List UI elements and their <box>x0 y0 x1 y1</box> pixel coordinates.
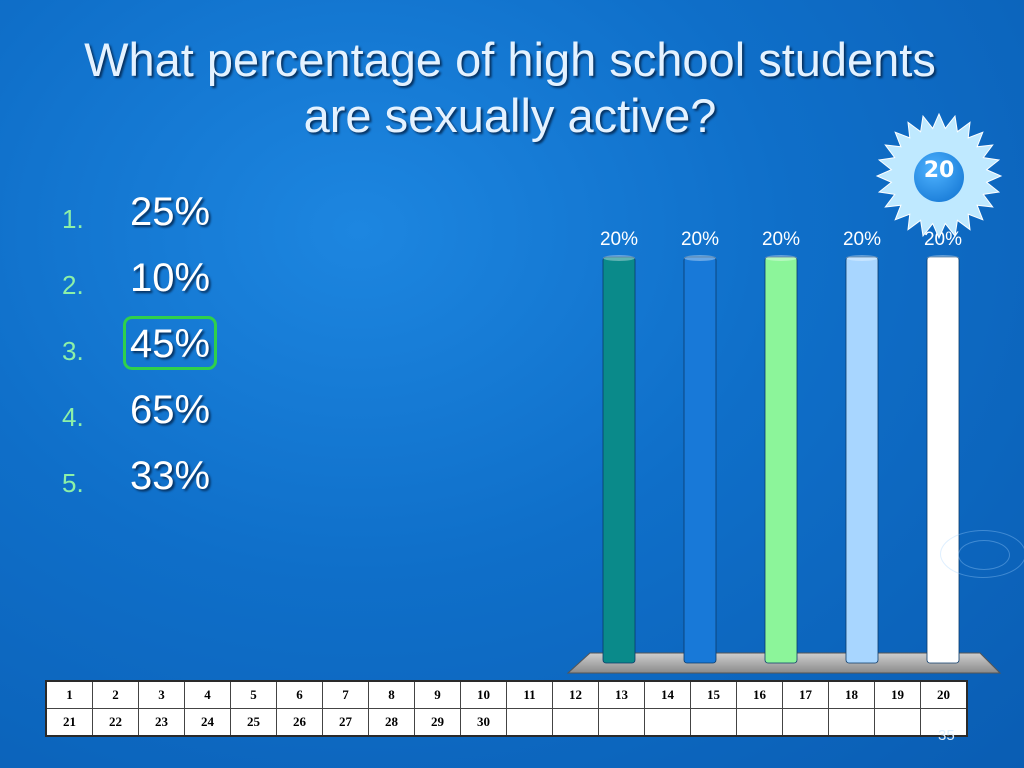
bar-value-label: 20% <box>681 229 719 250</box>
answer-text: 10% <box>130 256 211 300</box>
bar-cap-2 <box>684 255 716 261</box>
answer-number: 5. <box>62 468 84 498</box>
grid-cell: 22 <box>92 708 139 737</box>
grid-cell: 24 <box>184 708 231 737</box>
grid-cell: 21 <box>45 708 93 737</box>
answer-text: 45% <box>130 322 211 366</box>
timer-disc <box>914 152 964 202</box>
grid-cell: 8 <box>368 680 415 709</box>
grid-cell: 18 <box>828 680 875 709</box>
grid-cell <box>598 708 645 737</box>
grid-cell: 30 <box>460 708 507 737</box>
slide-number: 35 <box>938 727 955 744</box>
grid-cell <box>782 708 829 737</box>
grid-cell <box>874 708 921 737</box>
answer-number: 3. <box>62 336 84 366</box>
countdown-value: 20 <box>923 158 955 183</box>
grid-cell: 29 <box>414 708 461 737</box>
bar-5 <box>926 256 960 664</box>
bar-1 <box>602 256 636 664</box>
grid-cell: 12 <box>552 680 599 709</box>
grid-cell <box>506 708 553 737</box>
bar-value-label: 20% <box>600 229 638 250</box>
grid-cell: 15 <box>690 680 737 709</box>
grid-cell: 20 <box>920 680 968 709</box>
grid-cell: 16 <box>736 680 783 709</box>
grid-cell: 23 <box>138 708 185 737</box>
bar-cap-1 <box>603 255 635 261</box>
grid-cell: 11 <box>506 680 553 709</box>
slide-title: What percentage of high school students … <box>84 33 936 142</box>
grid-cell: 14 <box>644 680 691 709</box>
answer-text: 65% <box>130 388 211 432</box>
grid-cell: 4 <box>184 680 231 709</box>
grid-cell: 6 <box>276 680 323 709</box>
grid-cell: 17 <box>782 680 829 709</box>
water-ripple-decoration <box>940 530 1024 578</box>
grid-row: 1 2 3 4 5 6 7 8 9 10 11 12 13 14 15 16 17 18 19 20 <box>45 680 968 709</box>
countdown-timer: 20 <box>875 112 1003 240</box>
grid-cell: 1 <box>45 680 93 709</box>
answer-number: 2. <box>62 270 84 300</box>
bar-2 <box>683 256 717 664</box>
grid-row: 21 22 23 24 25 26 27 28 29 30 <box>45 708 968 737</box>
correct-answer-highlight <box>123 316 217 370</box>
answer-text: 25% <box>130 190 211 234</box>
grid-cell <box>552 708 599 737</box>
bar-4 <box>845 256 879 664</box>
grid-cell: 26 <box>276 708 323 737</box>
grid-cell: 19 <box>874 680 921 709</box>
grid-cell: 10 <box>460 680 507 709</box>
grid-cell: 28 <box>368 708 415 737</box>
grid-cell: 3 <box>138 680 185 709</box>
grid-cell <box>920 708 968 737</box>
grid-cell <box>828 708 875 737</box>
answer-number: 1. <box>62 204 84 234</box>
answer-number: 4. <box>62 402 84 432</box>
bar-value-label: 20% <box>843 229 881 250</box>
grid-cell <box>736 708 783 737</box>
grid-cell <box>690 708 737 737</box>
grid-cell: 7 <box>322 680 369 709</box>
answer-text: 33% <box>130 454 211 498</box>
response-bar-chart: 20%20%20%20%20% 25%10%45%65%33% <box>566 229 1002 733</box>
grid-cell: 5 <box>230 680 277 709</box>
grid-cell: 9 <box>414 680 461 709</box>
bar-value-label: 20% <box>762 229 800 250</box>
bar-cap-5 <box>927 255 959 261</box>
grid-cell: 27 <box>322 708 369 737</box>
grid-cell: 13 <box>598 680 645 709</box>
grid-cell: 2 <box>92 680 139 709</box>
bar-3 <box>764 256 798 664</box>
bar-cap-3 <box>765 255 797 261</box>
bar-cap-4 <box>846 255 878 261</box>
grid-cell: 25 <box>230 708 277 737</box>
grid-cell <box>644 708 691 737</box>
bar-value-label: 20% <box>924 229 962 250</box>
response-grid: 1 2 3 4 5 6 7 8 9 10 11 12 13 14 15 16 17 18 19 20 21 22 23 24 2… <box>45 680 968 737</box>
